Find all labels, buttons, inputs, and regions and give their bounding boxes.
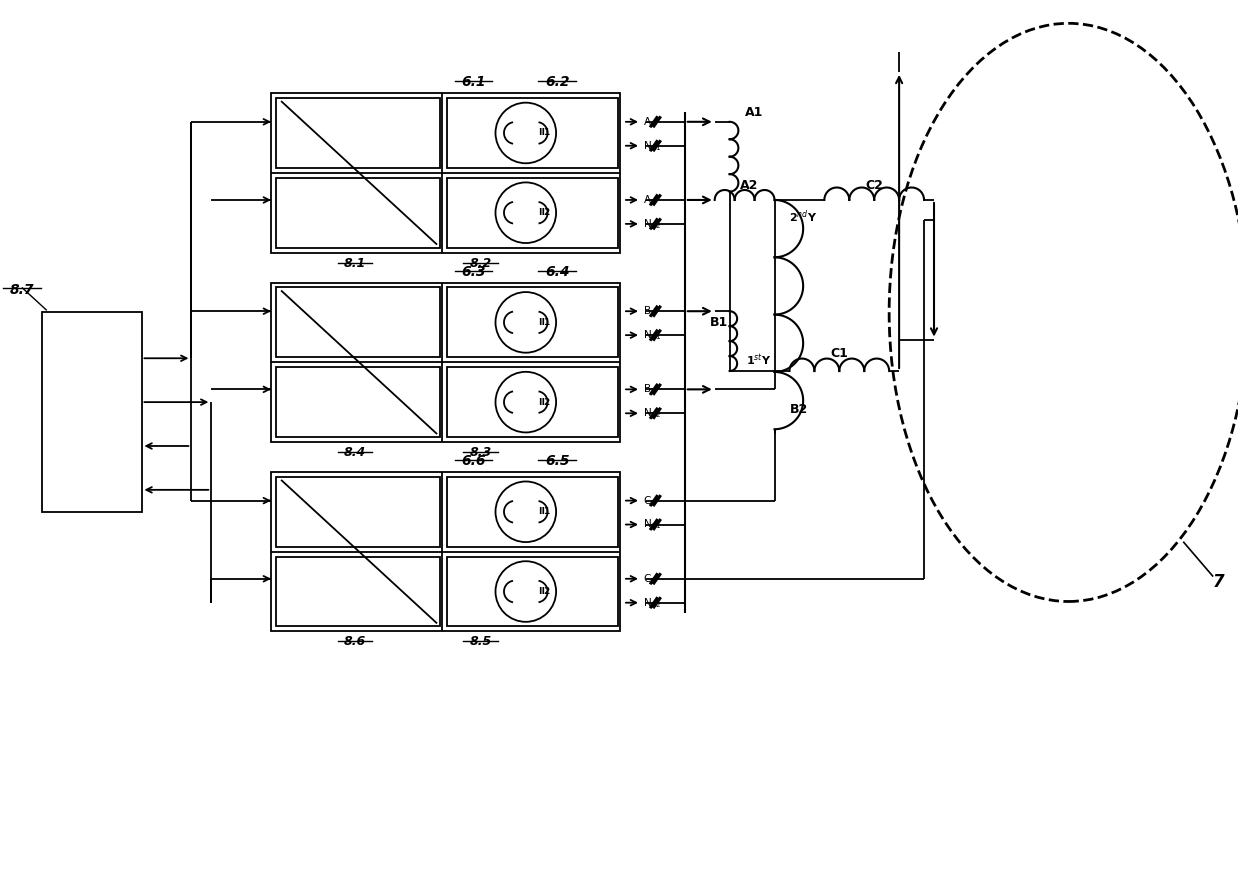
- Bar: [277, 98, 440, 168]
- Bar: [448, 98, 618, 168]
- Text: Ⅱ2: Ⅱ2: [538, 208, 551, 217]
- Bar: [42, 312, 141, 512]
- Text: N$_{A2}$: N$_{A2}$: [642, 217, 662, 231]
- Text: C1: C1: [831, 347, 848, 360]
- Text: 6.5: 6.5: [544, 454, 569, 468]
- Text: Ⅱ2: Ⅱ2: [538, 587, 551, 596]
- Bar: [448, 178, 618, 248]
- Text: C$_2$: C$_2$: [642, 572, 656, 586]
- Bar: [448, 367, 618, 437]
- Text: Ⅱ1: Ⅱ1: [538, 507, 551, 516]
- Text: A$_2$: A$_2$: [642, 193, 656, 207]
- Bar: [448, 557, 618, 626]
- Bar: [448, 288, 618, 357]
- Text: 8.2: 8.2: [469, 257, 491, 270]
- Bar: [272, 472, 620, 632]
- Bar: [448, 477, 618, 547]
- Text: Ⅱ1: Ⅱ1: [538, 129, 551, 138]
- Text: 8.1: 8.1: [343, 257, 366, 270]
- Text: 8.3: 8.3: [469, 446, 491, 459]
- Text: 8.7: 8.7: [10, 282, 35, 296]
- Text: N$_{C1}$: N$_{C1}$: [642, 518, 662, 532]
- Bar: [277, 557, 440, 626]
- Text: 7: 7: [1213, 572, 1224, 591]
- Text: A1: A1: [744, 106, 763, 119]
- Bar: [272, 282, 620, 442]
- Text: 8.6: 8.6: [343, 635, 366, 648]
- Text: 6.1: 6.1: [461, 75, 486, 89]
- Text: B1: B1: [709, 316, 728, 329]
- Text: Ⅱ1: Ⅱ1: [538, 318, 551, 327]
- Bar: [277, 367, 440, 437]
- Text: 8.5: 8.5: [469, 635, 491, 648]
- Bar: [277, 288, 440, 357]
- Text: C2: C2: [866, 178, 883, 191]
- Bar: [277, 477, 440, 547]
- Text: 6.3: 6.3: [461, 265, 486, 279]
- Text: 1$^{st}$Y: 1$^{st}$Y: [745, 353, 771, 368]
- Text: A$_1$: A$_1$: [642, 115, 656, 129]
- Text: Ⅱ2: Ⅱ2: [538, 398, 551, 407]
- Text: 8.4: 8.4: [343, 446, 366, 459]
- Text: N$_{B2}$: N$_{B2}$: [642, 407, 662, 420]
- Text: 6.6: 6.6: [461, 454, 486, 468]
- Text: N$_{C2}$: N$_{C2}$: [642, 595, 662, 609]
- Bar: [272, 93, 620, 252]
- Bar: [277, 178, 440, 248]
- Text: 6.2: 6.2: [544, 75, 569, 89]
- Text: B$_2$: B$_2$: [642, 383, 656, 396]
- Text: B2: B2: [790, 403, 807, 415]
- Text: N$_{A1}$: N$_{A1}$: [642, 138, 662, 153]
- Text: A2: A2: [740, 178, 759, 191]
- Text: B$_1$: B$_1$: [642, 304, 656, 318]
- Text: 2$^{nd}$Y: 2$^{nd}$Y: [790, 208, 817, 225]
- Text: N$_{B1}$: N$_{B1}$: [642, 328, 662, 342]
- Text: 6.4: 6.4: [544, 265, 569, 279]
- Text: C$_1$: C$_1$: [642, 494, 656, 507]
